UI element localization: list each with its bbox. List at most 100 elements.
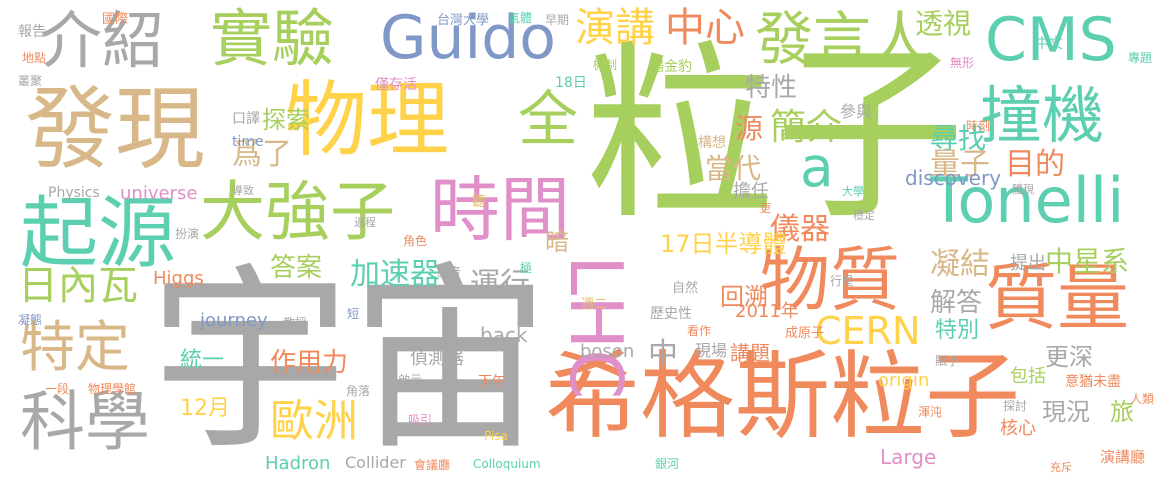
- cloud-word: 穩定: [853, 209, 875, 222]
- cloud-word: 參與: [840, 102, 873, 121]
- cloud-word: 當代: [705, 152, 762, 185]
- cloud-word: 過程: [354, 216, 376, 229]
- cloud-word: CERN: [815, 309, 921, 353]
- cloud-word: 銀河: [655, 457, 680, 471]
- cloud-word: origin: [878, 370, 930, 391]
- cloud-word: 意猶未盡: [1065, 374, 1121, 390]
- cloud-word: 加速器: [350, 257, 440, 292]
- cloud-word: 報告: [18, 24, 46, 40]
- cloud-word: 楊金豹: [650, 59, 692, 75]
- cloud-word: 日內瓦: [18, 263, 138, 309]
- cloud-word: 介紹: [40, 4, 165, 77]
- cloud-word: back: [480, 323, 528, 347]
- cloud-word: 角色: [403, 234, 428, 248]
- cloud-word: a: [800, 135, 834, 199]
- cloud-word: 僅存活: [375, 77, 417, 93]
- cloud-word: 歷史性: [650, 306, 692, 322]
- cloud-word: 解答: [930, 288, 983, 318]
- cloud-word: discovery: [905, 166, 1002, 190]
- cloud-word: 特定: [20, 315, 131, 379]
- cloud-word: 渾沌: [918, 405, 943, 419]
- cloud-word: 現況: [1042, 398, 1090, 426]
- cloud-word: time: [232, 134, 264, 150]
- cloud-word: 儀器: [770, 212, 830, 247]
- cloud-word: LHC: [554, 255, 638, 400]
- cloud-word: 時間: [430, 169, 570, 251]
- cloud-word: 教授: [283, 316, 308, 330]
- cloud-word: 發言人: [755, 5, 930, 73]
- cloud-word: 更深: [1045, 343, 1093, 371]
- cloud-word: Guido: [380, 3, 556, 73]
- cloud-word: 專題: [1128, 51, 1153, 65]
- cloud-word: 提出: [1010, 253, 1046, 274]
- cloud-word: 構想: [698, 135, 726, 151]
- cloud-word: 自然: [672, 281, 699, 296]
- cloud-word: 特別: [935, 318, 980, 343]
- cloud-word: 國際: [102, 12, 129, 27]
- cloud-word: 中: [648, 337, 678, 372]
- cloud-word: 17日半導體: [660, 230, 787, 258]
- cloud-word: 體現: [1012, 183, 1034, 196]
- cloud-word: 探索: [262, 106, 310, 134]
- cloud-word: 中星系: [1045, 245, 1130, 278]
- cloud-word: Pisa: [484, 429, 508, 443]
- cloud-word: 機制: [593, 58, 618, 72]
- cloud-word: 希格斯粒子: [545, 342, 1021, 452]
- cloud-word: Tonelli: [930, 164, 1125, 237]
- cloud-word: 粒子: [585, 24, 966, 245]
- cloud-word: 宇宙: [150, 245, 551, 478]
- cloud-word: 短: [347, 307, 360, 321]
- cloud-word: 答案: [270, 253, 323, 283]
- cloud-word: 行星: [830, 274, 855, 288]
- cloud-word: 看作: [687, 324, 712, 338]
- cloud-word: 歐洲: [270, 396, 358, 447]
- cloud-word: 聽: [472, 194, 486, 210]
- cloud-word: 透視: [915, 7, 972, 40]
- cloud-word: 擔任: [733, 181, 769, 202]
- cloud-word: 科學: [20, 385, 151, 460]
- cloud-word: Large: [880, 445, 937, 469]
- cloud-word: 2011年: [735, 301, 799, 322]
- cloud-word: 一段: [45, 382, 70, 396]
- cloud-word: 台灣大學: [437, 13, 490, 28]
- cloud-word: 旅: [1110, 398, 1134, 426]
- cloud-word: 凝態: [18, 313, 43, 327]
- cloud-word: 成原子: [785, 326, 825, 341]
- cloud-word: 吸引: [408, 413, 433, 427]
- cloud-word: 偵測器: [410, 348, 464, 369]
- cloud-word: 下午: [478, 374, 506, 390]
- cloud-word: 演講: [575, 5, 655, 51]
- cloud-word: Colloquium: [473, 457, 541, 471]
- cloud-word: 充斥: [1050, 461, 1072, 474]
- cloud-word: 量子: [930, 147, 990, 182]
- cloud-word: journey: [200, 310, 268, 331]
- cloud-word: 全: [518, 85, 578, 155]
- cloud-word: 週二: [581, 297, 608, 312]
- cloud-word: 中文: [1035, 36, 1063, 52]
- cloud-word: 口譯: [232, 111, 260, 127]
- cloud-word: 18日: [555, 75, 587, 91]
- cloud-word: 物理: [285, 73, 450, 168]
- cloud-word: 特性: [745, 73, 798, 103]
- cloud-word: 實驗: [210, 2, 335, 75]
- cloud-word: 物理學館: [88, 382, 137, 396]
- cloud-word: 中心: [665, 5, 745, 51]
- cloud-word: 氣體: [508, 11, 533, 25]
- cloud-word: 運行: [470, 267, 530, 302]
- cloud-word: 12月: [180, 396, 230, 421]
- cloud-word: 目的: [1005, 147, 1065, 182]
- cloud-word: 扮演: [175, 227, 200, 241]
- cloud-word: 無形: [950, 56, 975, 70]
- cloud-word: 現場: [695, 341, 728, 360]
- cloud-word: 會議廳: [414, 458, 451, 472]
- cloud-word: 角落: [346, 384, 371, 398]
- cloud-word: universe: [120, 183, 198, 204]
- cloud-word: 尋找: [930, 122, 987, 155]
- cloud-word: 演講廳: [1100, 448, 1146, 466]
- cloud-word: 大強子: [200, 175, 396, 250]
- cloud-word: 更: [760, 202, 771, 215]
- cloud-word: Collider: [345, 453, 406, 472]
- cloud-word: Physics: [48, 185, 100, 201]
- cloud-word: 核心: [1000, 418, 1036, 439]
- cloud-word: 凝結: [930, 247, 990, 282]
